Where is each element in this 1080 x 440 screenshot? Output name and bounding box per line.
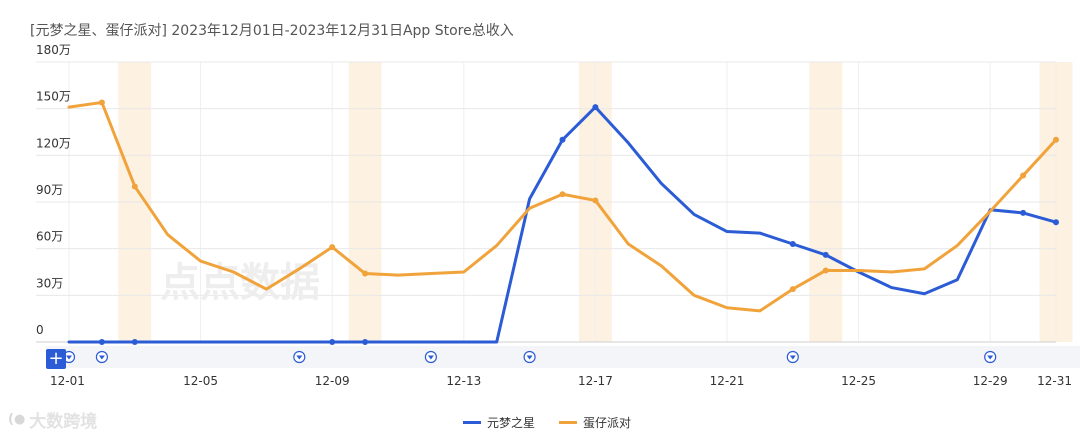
y-tick-label: 30万	[36, 276, 63, 290]
legend-swatch-orange	[559, 421, 578, 424]
series-point-0	[822, 251, 829, 258]
y-tick-label: 150万	[36, 90, 71, 104]
event-marker-glyph	[66, 355, 72, 360]
legend-item-danzai[interactable]: 蛋仔派对	[559, 414, 631, 431]
y-tick-label: 0	[36, 323, 44, 337]
legend-label: 元梦之星	[487, 416, 536, 430]
legend-swatch-blue	[463, 421, 481, 424]
series-point-1	[559, 191, 566, 198]
event-marker-glyph	[789, 355, 796, 360]
legend-label: 蛋仔派对	[583, 416, 632, 430]
series-point-1	[131, 183, 138, 190]
x-tick-label: 12-17	[578, 374, 613, 388]
series-point-1	[329, 244, 336, 251]
x-tick-label: 12-21	[710, 374, 745, 388]
series-point-0	[1053, 219, 1059, 226]
y-tick-label: 120万	[36, 136, 71, 150]
source-logo: (● 大数跨境	[8, 407, 97, 432]
series-point-1	[592, 197, 599, 204]
series-point-0	[789, 241, 796, 247]
event-marker-glyph	[98, 355, 105, 360]
series-point-0	[131, 339, 138, 345]
source-logo-mark: (●	[8, 412, 26, 427]
series-point-1	[1053, 136, 1059, 143]
add-event-button[interactable]: +	[46, 349, 66, 369]
series-point-0	[592, 104, 599, 111]
event-marker-glyph	[987, 355, 994, 360]
series-point-1	[362, 270, 369, 277]
y-tick-label: 60万	[36, 230, 63, 244]
series-point-0	[98, 339, 105, 345]
legend-item-yuanmeng[interactable]: 元梦之星	[463, 414, 535, 431]
chart-legend: 元梦之星 蛋仔派对	[463, 414, 631, 431]
watermark-text: 点点数据	[160, 260, 320, 306]
x-tick-label: 12-05	[183, 374, 218, 388]
event-strip	[46, 346, 1080, 368]
series-point-0	[362, 339, 369, 345]
series-point-0	[559, 136, 566, 143]
series-point-1	[98, 99, 105, 106]
series-point-1	[1020, 172, 1027, 179]
series-point-0	[1020, 209, 1027, 216]
series-point-0	[329, 339, 336, 345]
event-marker-glyph	[427, 355, 434, 360]
x-tick-label: 12-25	[841, 374, 876, 388]
y-tick-label: 180万	[36, 43, 71, 57]
x-tick-label: 12-13	[446, 374, 481, 388]
chart-title: [元梦之星、蛋仔派对] 2023年12月01日-2023年12月31日App S…	[30, 23, 514, 39]
x-tick-label: 12-29	[973, 374, 1008, 388]
x-tick-label: 12-31	[1037, 374, 1072, 388]
series-point-1	[789, 286, 796, 293]
x-tick-label: 12-09	[315, 374, 350, 388]
x-tick-label: 12-01	[50, 374, 85, 388]
series-point-1	[822, 267, 829, 274]
event-marker-glyph	[526, 355, 533, 360]
y-tick-label: 90万	[36, 183, 63, 197]
source-logo-text: 大数跨境	[29, 412, 98, 432]
event-marker-glyph	[296, 355, 303, 360]
